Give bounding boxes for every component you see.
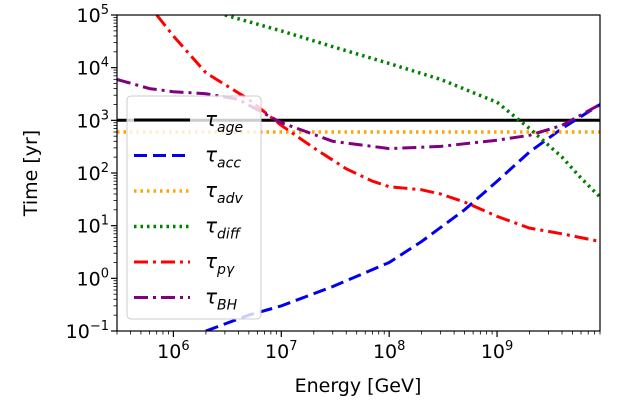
tick-layer: 106 107 108 109 10−1 100 101 102 103 104 105 bbox=[66, 3, 601, 363]
y-tick-label-0: 10−1 bbox=[66, 319, 109, 343]
y-tick-label-3: 102 bbox=[77, 161, 109, 185]
y-tick-label-2: 101 bbox=[77, 214, 109, 238]
legend-label-pg: τpγ bbox=[205, 249, 235, 278]
legend-label-age: τage bbox=[205, 107, 243, 136]
y-tick-label-6: 105 bbox=[77, 3, 109, 27]
series-line-acc bbox=[205, 103, 600, 331]
legend-label-adv: τadv bbox=[205, 178, 244, 207]
series-line-bh bbox=[117, 77, 600, 151]
y-tick-label-5: 104 bbox=[77, 56, 109, 80]
x-tick-label-0: 106 bbox=[157, 339, 189, 363]
legend-entries: τage τacc τadv τdiff τpγ τBH bbox=[134, 107, 244, 314]
legend-label-acc: τacc bbox=[205, 143, 241, 172]
x-tick-label-2: 108 bbox=[373, 339, 405, 363]
series-line-diff bbox=[224, 15, 600, 199]
x-tick-label-3: 109 bbox=[481, 339, 513, 363]
legend-label-diff: τdiff bbox=[205, 214, 242, 243]
y-tick-label-4: 103 bbox=[77, 108, 109, 132]
y-tick-label-1: 100 bbox=[77, 266, 109, 290]
legend: τage τacc τadv τdiff τpγ τBH bbox=[126, 95, 262, 320]
x-axis-label: Energy [GeV] bbox=[295, 375, 422, 397]
series-line-pg bbox=[155, 15, 600, 243]
x-tick-label-1: 107 bbox=[265, 339, 297, 363]
legend-box bbox=[126, 95, 262, 320]
y-axis-label: Time [yr] bbox=[20, 130, 42, 217]
legend-label-bh: τBH bbox=[205, 285, 238, 314]
